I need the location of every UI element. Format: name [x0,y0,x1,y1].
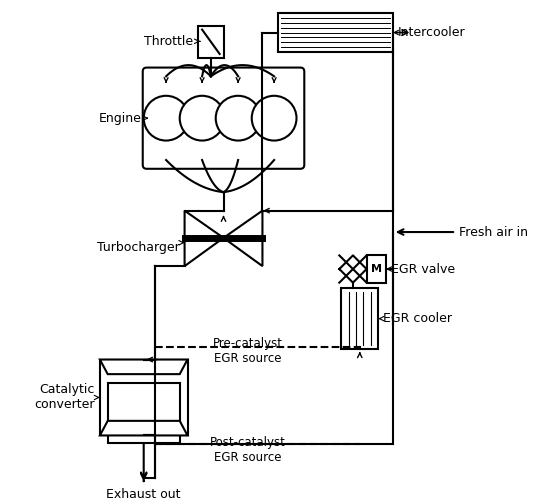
Bar [341,289,378,349]
Text: Throttle: Throttle [144,35,193,48]
Circle shape [144,96,188,140]
Text: Turbocharger: Turbocharger [97,241,180,254]
Polygon shape [184,211,223,266]
Text: Post-catalyst
EGR source: Post-catalyst EGR source [210,437,286,464]
Bar [367,256,386,283]
Text: EGR valve: EGR valve [391,263,455,276]
Bar [108,383,180,443]
FancyBboxPatch shape [143,67,304,169]
Text: M: M [371,264,382,274]
Text: Exhaust out: Exhaust out [106,488,181,501]
Circle shape [180,96,224,140]
Text: Engine: Engine [99,112,142,125]
Text: EGR cooler: EGR cooler [383,312,452,325]
Text: Intercooler: Intercooler [398,26,465,39]
Text: Fresh air in: Fresh air in [459,225,528,238]
Bar [278,13,393,52]
Text: Catalytic
converter: Catalytic converter [35,383,95,411]
Circle shape [216,96,261,140]
Text: Pre-catalyst
EGR source: Pre-catalyst EGR source [213,337,283,365]
Bar [198,26,223,58]
Polygon shape [100,360,188,374]
Polygon shape [223,211,262,266]
Bar [100,360,188,436]
Polygon shape [100,421,188,436]
Circle shape [252,96,296,140]
